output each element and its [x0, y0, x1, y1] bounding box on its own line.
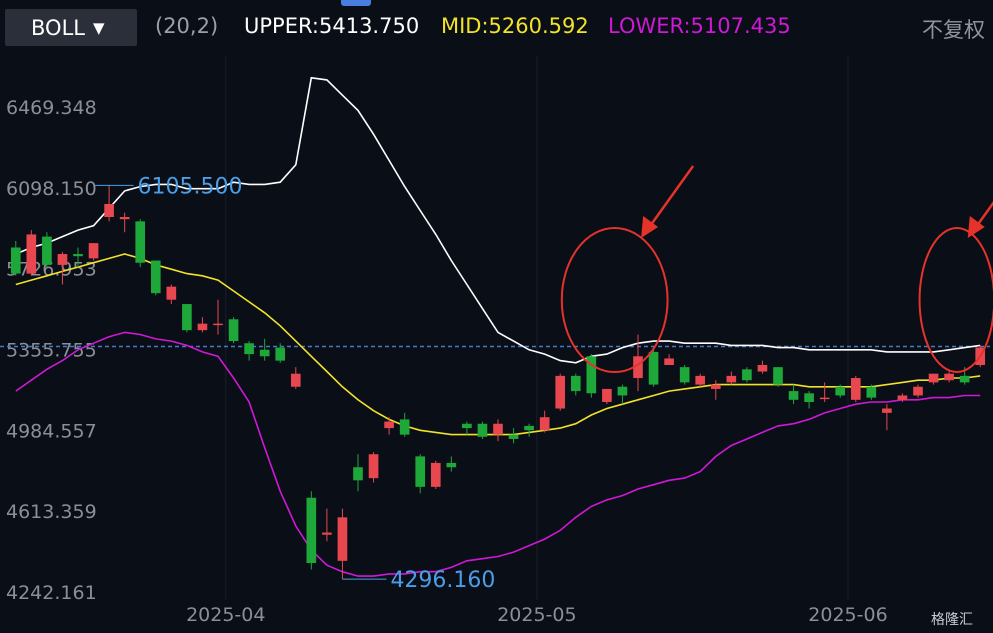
high-marker-label: 6105.500 — [138, 174, 243, 199]
y-tick-label: 6098.150 — [6, 178, 97, 200]
highlight-ellipse — [560, 227, 669, 373]
candle-body — [633, 356, 643, 379]
candle-body — [508, 434, 519, 439]
candle-body — [10, 247, 21, 274]
x-tick-label: 2025-05 — [497, 604, 576, 626]
candle-body — [368, 454, 379, 479]
candle-body — [73, 254, 83, 257]
candle-body — [726, 375, 737, 383]
candle-body — [337, 517, 348, 561]
candle-body — [42, 236, 52, 265]
candle-body — [322, 532, 332, 535]
candle-body — [104, 203, 114, 218]
lower-value: LOWER:5107.435 — [608, 14, 791, 38]
candle-body — [866, 386, 877, 398]
candle-body — [182, 304, 192, 331]
candle-body — [88, 243, 99, 259]
candle-body — [462, 423, 472, 429]
annotation-arrow-head — [641, 216, 659, 238]
candle-body — [197, 323, 208, 331]
candle-body — [695, 375, 706, 385]
triangle-down-icon: ▼ — [92, 18, 105, 37]
x-tick-label: 2025-04 — [186, 604, 265, 626]
x-tick-label: 2025-06 — [808, 604, 887, 626]
candle-body — [119, 217, 130, 220]
candle-body — [788, 391, 799, 400]
y-tick-label: 5355.755 — [6, 340, 97, 362]
highlight-ellipse — [918, 227, 993, 373]
mid-value: MID:5260.592 — [441, 14, 589, 38]
annotation-arrow-head — [967, 216, 985, 238]
upper-value: UPPER:5413.750 — [244, 14, 420, 38]
candle-body — [882, 408, 892, 413]
candle-body — [664, 358, 674, 365]
candle-body — [399, 419, 410, 435]
candle-body — [135, 221, 146, 263]
candle-body — [493, 423, 503, 435]
y-tick-label: 6469.348 — [6, 97, 97, 119]
indicator-dropdown[interactable]: BOLL ▼ — [5, 9, 137, 46]
candle-body — [679, 367, 690, 383]
candle-body — [213, 323, 223, 326]
price-adjustment-toggle[interactable]: 不复权 — [922, 18, 985, 42]
candle-body — [773, 367, 783, 385]
candle-body — [742, 369, 752, 381]
candle-body — [602, 388, 612, 402]
low-marker-label: 4296.160 — [390, 568, 495, 593]
candle-body — [804, 393, 814, 402]
candle-body — [944, 373, 954, 381]
candle-body — [586, 356, 597, 394]
candle-body — [446, 462, 457, 468]
indicator-label: BOLL — [31, 15, 85, 40]
candle-body — [150, 260, 161, 294]
watermark-logo: 格隆汇 — [931, 612, 973, 628]
candle-body — [524, 425, 534, 431]
candle-body — [959, 375, 970, 383]
candle-body — [228, 319, 239, 342]
y-tick-label: 4984.557 — [6, 420, 97, 442]
candle-body — [648, 351, 659, 385]
candle-body — [384, 421, 394, 429]
indicator-params: (20,2) — [155, 14, 219, 38]
candle-body — [275, 347, 286, 361]
boll-upper-line — [15, 76, 981, 364]
y-tick-label: 4613.359 — [6, 501, 97, 523]
candle-body — [897, 395, 908, 400]
candle-body — [555, 375, 566, 409]
candle-body — [710, 384, 721, 389]
candle-body — [539, 417, 550, 431]
candle-body — [415, 456, 426, 487]
candle-body — [290, 373, 301, 387]
candle-body — [306, 497, 317, 564]
candle-body — [26, 234, 37, 274]
y-tick-label: 4242.161 — [6, 582, 97, 604]
chart-header: BOLL ▼ (20,2) UPPER:5413.750 MID:5260.59… — [0, 0, 993, 56]
candle-body — [835, 386, 846, 396]
candle-body — [353, 467, 363, 481]
candle-body — [57, 254, 68, 265]
candle-body — [757, 364, 768, 372]
candle-body — [259, 349, 270, 357]
candle-body — [617, 386, 628, 396]
candle-body — [913, 386, 923, 396]
candle-body — [570, 375, 581, 392]
active-tab-indicator — [341, 0, 371, 6]
boll-lower-line — [15, 331, 981, 577]
candle-body — [850, 378, 861, 400]
annotation-arrow-shaft — [649, 165, 695, 227]
candle-body — [477, 423, 488, 437]
candle-body — [166, 286, 177, 300]
candle-body — [244, 343, 254, 355]
candle-body — [819, 397, 830, 400]
candle-body — [928, 373, 939, 383]
annotation-arrow-shaft — [975, 201, 993, 227]
candle-body — [430, 462, 441, 487]
